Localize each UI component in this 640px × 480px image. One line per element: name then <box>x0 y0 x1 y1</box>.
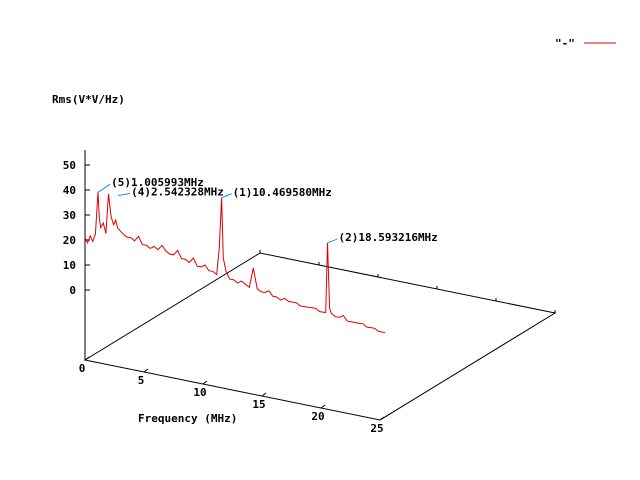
y-tick-label: 40 <box>63 184 76 197</box>
y-axis: 0 10 20 30 40 50 <box>63 150 90 360</box>
x-tick-label: 15 <box>252 398 265 411</box>
annotations: (1)10.469580MHz (2)18.593216MHz (4)2.54232… <box>97 176 438 244</box>
y-tick-label: 10 <box>63 259 76 272</box>
x-tick-label: 0 <box>79 362 86 375</box>
x-tick <box>84 356 90 361</box>
annotation-pointer <box>221 193 232 199</box>
y-tick-label: 20 <box>63 234 76 247</box>
x-tick <box>261 392 267 397</box>
x-axis-label: Frequency (MHz) <box>138 412 237 425</box>
legend-label: "-" <box>555 37 575 50</box>
floor-outline <box>83 252 557 421</box>
chart-3d-box <box>83 250 557 421</box>
y-tick-label: 0 <box>69 284 76 297</box>
annotation-label: (1)10.469580MHz <box>233 186 332 199</box>
x-tick-label: 20 <box>311 410 324 423</box>
annotation-label: (5)1.005993MHz <box>111 176 204 189</box>
x-tick <box>143 368 149 373</box>
x-tick <box>320 404 326 409</box>
y-axis-label: Rms(V*V/Hz) <box>52 93 125 106</box>
x-tick <box>379 416 385 421</box>
annotation-label: (2)18.593216MHz <box>338 231 437 244</box>
x-tick-label: 25 <box>370 422 383 435</box>
annotation-pointer <box>97 183 111 193</box>
series-line <box>84 192 386 333</box>
x-tick-label: 10 <box>193 386 206 399</box>
y-tick-label: 30 <box>63 209 76 222</box>
legend: "-" <box>555 37 616 50</box>
annotation-label: (4)2.542328MHz <box>131 186 224 199</box>
annotation-pointer <box>327 238 338 244</box>
annotation-pointer <box>118 193 131 197</box>
x-tick-label: 5 <box>138 374 145 387</box>
plot-area <box>84 192 386 333</box>
x-tick <box>202 380 208 385</box>
y-tick-label: 50 <box>63 159 76 172</box>
x-axis: 0 5 10 15 20 25 <box>79 356 385 435</box>
